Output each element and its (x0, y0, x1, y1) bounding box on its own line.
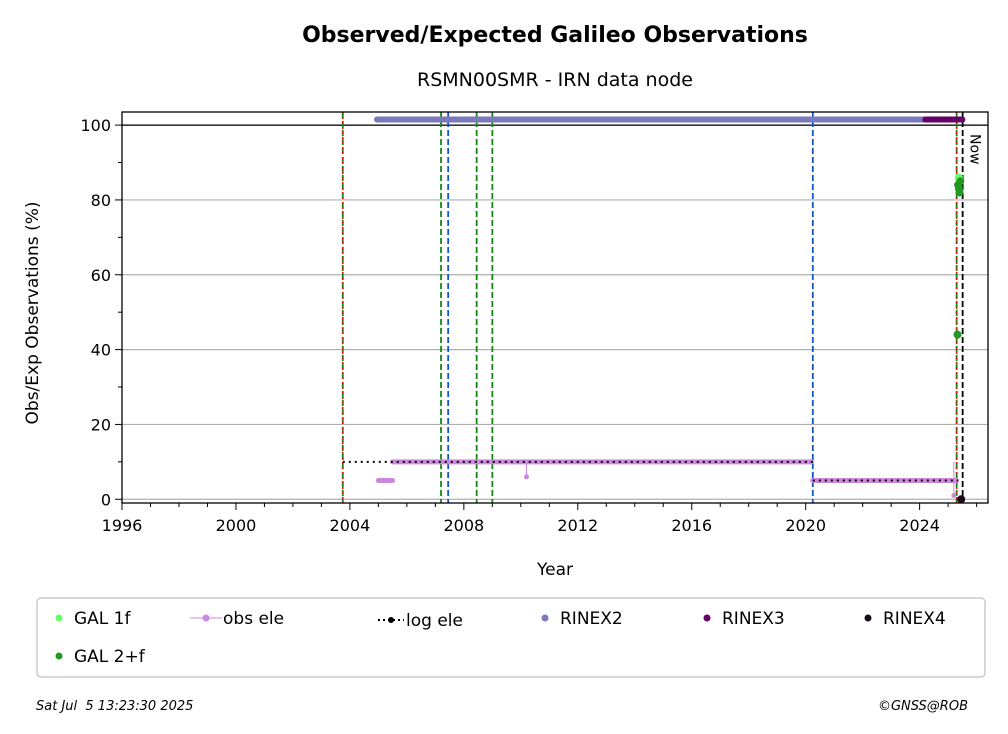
x-tick-label: 1996 (102, 516, 143, 535)
legend-marker-rinex3 (703, 614, 711, 622)
legend-label-obs-ele: obs ele (223, 609, 284, 629)
legend-label-rinex2: RINEX2 (560, 609, 623, 629)
legend-marker-gal-1f (55, 614, 63, 622)
y-tick-label: 60 (91, 266, 111, 285)
plot-frame (121, 111, 989, 504)
legend-label-rinex4: RINEX4 (883, 609, 946, 629)
legend-label-log-ele: log ele (406, 611, 463, 631)
series-rinex4-point (957, 495, 966, 503)
legend-marker-gal-2-f (55, 652, 63, 660)
legend-label-rinex3: RINEX3 (722, 609, 785, 629)
now-label: Now (967, 134, 983, 165)
footer-timestamp: Sat Jul 5 13:23:30 2025 (36, 699, 193, 714)
footer-copyright: ©GNSS@ROB (878, 699, 968, 714)
y-axis-label: Obs/Exp Observations (%) (23, 202, 43, 425)
y-tick-label: 80 (91, 191, 111, 210)
x-tick-label: 2012 (557, 516, 598, 535)
series-obs-ele-point (951, 493, 957, 499)
legend: GAL 1f obs ele log ele RINEX2 RINEX3 RINEX4 GA… (36, 597, 986, 678)
x-axis-label: Year (536, 560, 573, 580)
legend-frame (36, 597, 986, 678)
legend-marker-rinex4 (864, 614, 872, 622)
legend-label-gal-2-f: GAL 2+f (74, 647, 146, 667)
legend-marker-obs-ele (202, 614, 210, 622)
x-tick-label: 2004 (330, 516, 371, 535)
series-gal-2-f-point (955, 188, 964, 197)
x-tick-label: 2020 (785, 516, 826, 535)
series-obs-ele-point (524, 474, 530, 480)
y-tick-label: 0 (101, 490, 111, 509)
y-tick-label: 40 (91, 341, 111, 360)
x-tick-label: 2016 (671, 516, 712, 535)
series-gal-2-f-point (956, 177, 965, 186)
plot-content (122, 112, 988, 503)
y-tick-label: 20 (91, 415, 111, 434)
plot-area: 1996 2000 2004 2008 2012 2016 2020 2024 0 20 40 60 8… (80, 111, 989, 535)
legend-marker-rinex2 (541, 614, 549, 622)
y-tick-label: 100 (80, 116, 111, 135)
chart-title: Observed/Expected Galileo Observations (302, 23, 808, 48)
x-tick-label: 2000 (216, 516, 257, 535)
series-gal-2-f-point (953, 330, 962, 339)
chart-subtitle: RSMN00SMR - IRN data node (417, 69, 693, 91)
legend-label-gal-1f: GAL 1f (74, 609, 131, 629)
x-tick-label: 2008 (443, 516, 484, 535)
legend-marker-log-ele (388, 617, 394, 623)
x-tick-label: 2024 (899, 516, 940, 535)
